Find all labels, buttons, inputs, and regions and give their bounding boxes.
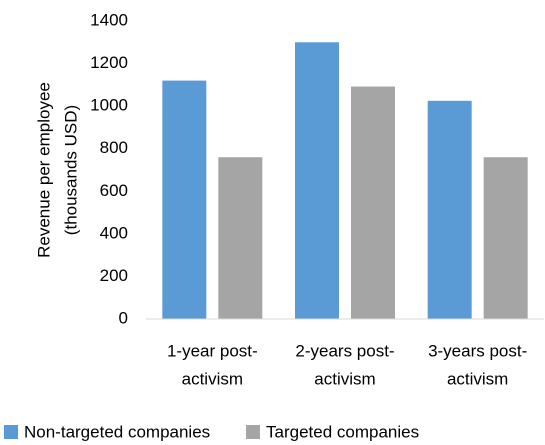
- bar: [351, 86, 395, 319]
- y-tick-label: 800: [100, 138, 128, 157]
- x-tick-label: 1-year post-: [167, 341, 258, 360]
- x-tick-label: activism: [447, 369, 508, 388]
- x-tick-label: 2-years post-: [295, 341, 394, 360]
- legend-label: Non-targeted companies: [24, 422, 210, 441]
- bar: [162, 80, 207, 319]
- bar: [427, 100, 472, 319]
- legend-swatch: [4, 425, 18, 439]
- y-tick-label: 400: [100, 223, 128, 242]
- bar: [295, 42, 339, 320]
- legend-swatch: [246, 425, 260, 439]
- bar: [483, 157, 528, 319]
- y-axis-label: Revenue per employee: [34, 82, 53, 258]
- y-tick-label: 200: [100, 266, 128, 285]
- x-tick-label: activism: [182, 369, 243, 388]
- y-tick-label: 0: [119, 308, 128, 327]
- y-tick-label: 600: [100, 181, 128, 200]
- x-tick-label: 3-years post-: [428, 341, 527, 360]
- legend-label: Targeted companies: [266, 422, 419, 441]
- y-axis-label: (thousands USD): [61, 105, 80, 235]
- x-tick-label: activism: [314, 369, 375, 388]
- y-tick-label: 1400: [90, 10, 128, 29]
- y-tick-label: 1000: [90, 96, 128, 115]
- bar: [218, 157, 263, 319]
- y-tick-label: 1200: [90, 53, 128, 72]
